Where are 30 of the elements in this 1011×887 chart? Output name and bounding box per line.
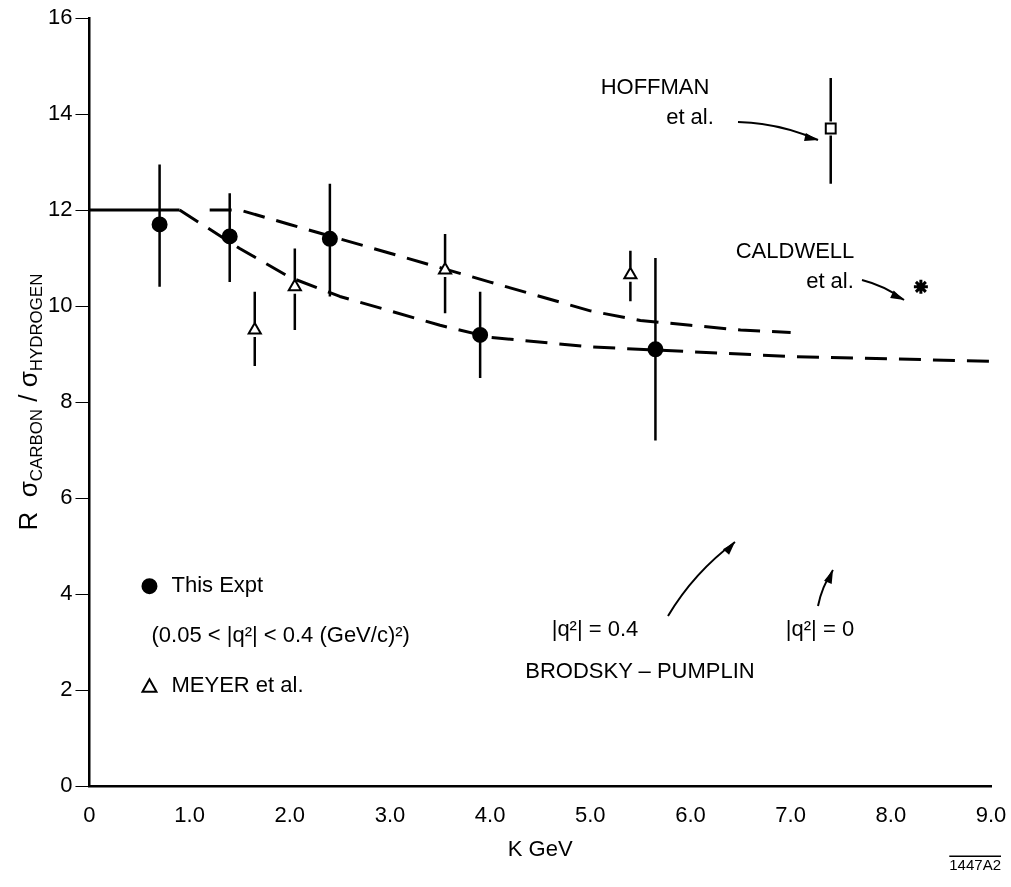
x-tick-label: 0	[83, 802, 96, 828]
x-tick-label: 3.0	[374, 802, 406, 828]
annotation: HOFFMAN et al.	[600, 74, 714, 130]
annotation: |q²| = 0.4	[551, 616, 639, 642]
y-tick-label: 6	[60, 484, 73, 510]
x-tick-label: 1.0	[174, 802, 205, 828]
annotation: |q²| = 0	[785, 616, 855, 642]
annotation: CALDWELL et al.	[735, 238, 855, 294]
annotation: (0.05 < |q²| < 0.4 (GeV/c)²)	[151, 622, 410, 648]
y-tick-label: 8	[60, 388, 73, 414]
y-axis-title: R σCARBON / σHYDROGEN	[13, 273, 47, 531]
text: 1447A2	[949, 856, 1001, 874]
x-tick-label: 7.0	[775, 802, 806, 828]
legend-label: MEYER et al.	[171, 672, 304, 698]
y-tick-label: 12	[47, 196, 73, 222]
annotation: BRODSKY – PUMPLIN	[525, 658, 755, 684]
y-tick-label: 0	[60, 772, 73, 798]
x-tick-label: 4.0	[474, 802, 506, 828]
y-tick-label: 16	[47, 4, 73, 30]
x-tick-label: 9.0	[975, 802, 1007, 828]
y-tick-label: 4	[60, 580, 73, 606]
y-tick-label: 10	[47, 292, 73, 318]
x-tick-label: 5.0	[575, 802, 606, 828]
x-axis-title: K GeV	[507, 835, 573, 861]
legend-label: This Expt	[171, 572, 264, 598]
y-tick-label: 2	[60, 676, 73, 702]
x-tick-label: 2.0	[274, 802, 306, 828]
y-tick-label: 14	[47, 100, 73, 126]
x-tick-label: 8.0	[875, 802, 907, 828]
x-tick-label: 6.0	[675, 802, 706, 828]
